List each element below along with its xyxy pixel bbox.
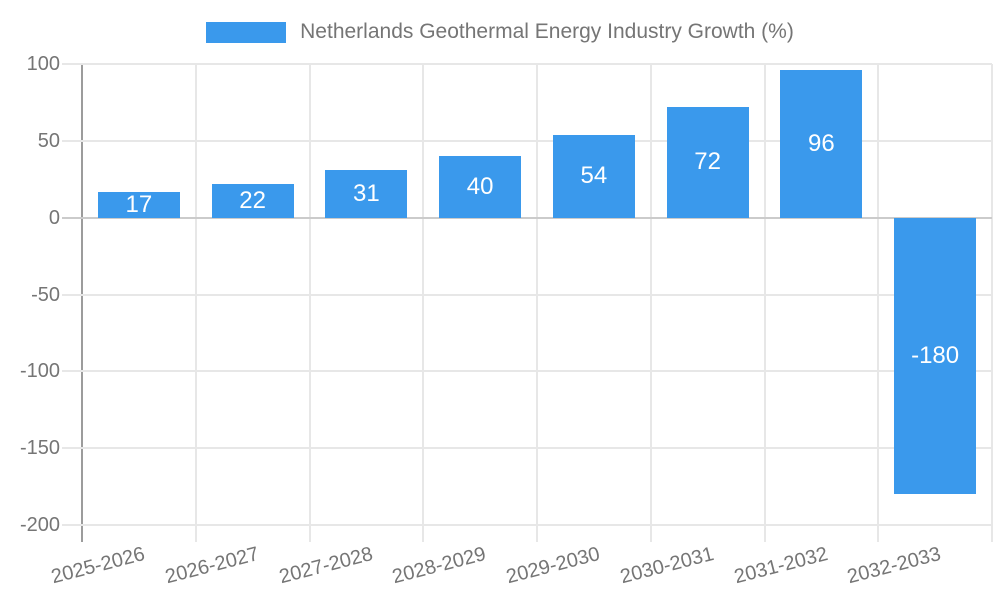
- horizontal-gridline: [62, 370, 992, 373]
- horizontal-gridline: [62, 139, 992, 142]
- y-tick-label: -50: [31, 283, 60, 306]
- bar-value-label: 17: [125, 190, 153, 218]
- bar-value-label: 31: [353, 179, 380, 207]
- bar-value-label: 22: [239, 186, 266, 214]
- vertical-gridline: [877, 64, 880, 542]
- bar-value-label: 96: [808, 129, 835, 157]
- bar-value-label: -180: [911, 341, 960, 369]
- horizontal-gridline: [62, 63, 992, 65]
- horizontal-gridline: [62, 447, 992, 450]
- y-axis-line: [81, 64, 83, 542]
- vertical-gridline: [991, 64, 993, 542]
- bar-value-label: 72: [694, 148, 721, 176]
- vertical-gridline: [308, 64, 311, 542]
- y-tick-label: 100: [26, 53, 60, 75]
- x-tick-label: 2030-2031: [618, 543, 717, 589]
- bar-2028-2029[interactable]: 40: [439, 156, 522, 218]
- bar-value-label: 54: [580, 162, 608, 190]
- horizontal-gridline: [62, 293, 992, 296]
- legend-color-swatch: [206, 21, 287, 43]
- y-tick-label: 50: [37, 129, 60, 152]
- bar-value-label: 40: [466, 172, 494, 200]
- vertical-gridline: [649, 64, 652, 542]
- x-tick-label: 2027-2028: [276, 543, 375, 589]
- bar-2027-2028[interactable]: 31: [325, 170, 408, 218]
- vertical-gridline: [536, 64, 538, 542]
- x-tick-label: 2032-2033: [845, 543, 944, 589]
- bar-2029-2030[interactable]: 54: [552, 134, 635, 218]
- vertical-gridline: [422, 64, 425, 542]
- bar-2026-2027[interactable]: 22: [211, 183, 294, 218]
- x-tick-label: 2025-2026: [49, 543, 148, 589]
- x-tick-label: 2029-2030: [504, 543, 603, 589]
- horizontal-gridline: [62, 524, 992, 526]
- y-tick-label: -150: [19, 437, 60, 460]
- x-tick-label: 2026-2027: [163, 543, 262, 589]
- bar-2031-2032[interactable]: 96: [780, 70, 863, 218]
- y-tick-label: -200: [19, 514, 60, 536]
- x-tick-label: 2031-2032: [731, 543, 830, 589]
- vertical-gridline: [194, 64, 197, 542]
- vertical-gridline: [763, 64, 766, 542]
- x-tick-label: 2028-2029: [390, 543, 489, 589]
- bar-2032-2033[interactable]: -180: [894, 217, 977, 495]
- y-tick-label: -100: [19, 360, 60, 383]
- zero-gridline: [62, 216, 992, 219]
- bar-2025-2026[interactable]: 17: [97, 190, 180, 218]
- bar-2030-2031[interactable]: 72: [666, 107, 749, 218]
- legend-item[interactable]: Netherlands Geothermal Energy Industry G…: [0, 20, 1000, 44]
- legend-label: Netherlands Geothermal Energy Industry G…: [300, 20, 794, 43]
- y-tick-label: 0: [48, 206, 60, 229]
